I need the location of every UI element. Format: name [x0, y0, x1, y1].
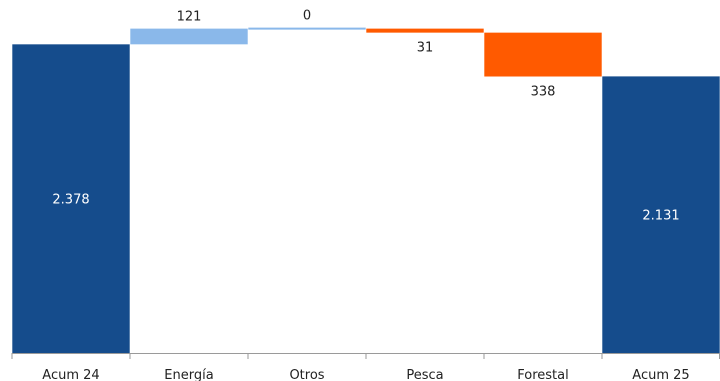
data-label: 0	[303, 9, 311, 24]
value-labels: 2.378 121 0 31 338 2.131	[52, 9, 679, 224]
data-label: 31	[417, 41, 434, 56]
data-label: 2.378	[52, 193, 89, 208]
bar-energía	[130, 28, 248, 45]
bar-pesca	[366, 28, 484, 33]
bars	[12, 27, 720, 353]
bar-otros	[248, 27, 366, 30]
x-tick-label: Otros	[289, 368, 324, 381]
x-tick-label: Pesca	[406, 368, 443, 381]
x-tick-label: Acum 25	[632, 368, 689, 381]
bar-acum-25	[602, 76, 720, 353]
data-label: 338	[531, 85, 556, 100]
x-tick-label: Acum 24	[42, 368, 99, 381]
bar-forestal	[484, 32, 602, 77]
bar-acum-24	[12, 44, 130, 353]
x-tick-label: Forestal	[517, 368, 568, 381]
data-label: 121	[177, 10, 202, 25]
x-tick-label: Energía	[164, 368, 213, 381]
x-axis: Acum 24 Energía Otros Pesca Forestal Acum 25	[11, 353, 720, 381]
data-label: 2.131	[642, 209, 679, 224]
